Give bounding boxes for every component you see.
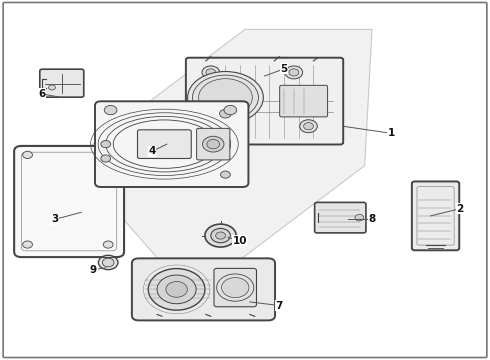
Circle shape bbox=[166, 282, 187, 297]
Text: 5: 5 bbox=[280, 64, 288, 74]
Text: 3: 3 bbox=[51, 215, 58, 224]
Circle shape bbox=[202, 136, 224, 152]
Polygon shape bbox=[72, 30, 372, 297]
Circle shape bbox=[206, 69, 216, 76]
Circle shape bbox=[207, 139, 220, 149]
Text: 6: 6 bbox=[39, 89, 46, 99]
FancyBboxPatch shape bbox=[132, 258, 275, 320]
Text: 8: 8 bbox=[368, 215, 376, 224]
Text: 7: 7 bbox=[275, 301, 283, 311]
Circle shape bbox=[202, 120, 220, 133]
Circle shape bbox=[202, 66, 220, 79]
Circle shape bbox=[98, 255, 118, 270]
Circle shape bbox=[300, 120, 318, 133]
Circle shape bbox=[101, 140, 111, 148]
FancyBboxPatch shape bbox=[412, 181, 459, 250]
Text: 4: 4 bbox=[148, 146, 156, 156]
FancyBboxPatch shape bbox=[40, 69, 84, 97]
Ellipse shape bbox=[193, 75, 258, 120]
Circle shape bbox=[304, 123, 314, 130]
Circle shape bbox=[102, 258, 114, 267]
Circle shape bbox=[103, 241, 113, 248]
Circle shape bbox=[211, 228, 230, 243]
FancyBboxPatch shape bbox=[196, 129, 230, 160]
Text: 1: 1 bbox=[388, 129, 395, 138]
Circle shape bbox=[216, 232, 225, 239]
Ellipse shape bbox=[188, 72, 263, 123]
FancyBboxPatch shape bbox=[214, 269, 256, 307]
Ellipse shape bbox=[198, 79, 252, 116]
Text: 2: 2 bbox=[456, 204, 464, 214]
Text: 10: 10 bbox=[233, 236, 247, 246]
Circle shape bbox=[221, 278, 249, 298]
FancyBboxPatch shape bbox=[138, 130, 191, 158]
FancyBboxPatch shape bbox=[95, 101, 248, 187]
Circle shape bbox=[157, 275, 196, 304]
FancyBboxPatch shape bbox=[280, 85, 328, 117]
Circle shape bbox=[205, 224, 236, 247]
Circle shape bbox=[289, 69, 299, 76]
Circle shape bbox=[220, 171, 230, 178]
FancyBboxPatch shape bbox=[315, 202, 366, 233]
Circle shape bbox=[103, 151, 113, 158]
Circle shape bbox=[49, 85, 55, 90]
Circle shape bbox=[101, 155, 111, 162]
Circle shape bbox=[148, 269, 205, 310]
Circle shape bbox=[206, 123, 216, 130]
Circle shape bbox=[23, 241, 32, 248]
Circle shape bbox=[355, 215, 364, 221]
Circle shape bbox=[23, 151, 32, 158]
Circle shape bbox=[220, 109, 231, 118]
Circle shape bbox=[104, 105, 117, 115]
FancyBboxPatch shape bbox=[14, 146, 124, 257]
Text: 9: 9 bbox=[90, 265, 97, 275]
FancyBboxPatch shape bbox=[186, 58, 343, 144]
Circle shape bbox=[285, 66, 303, 79]
Circle shape bbox=[224, 105, 237, 115]
